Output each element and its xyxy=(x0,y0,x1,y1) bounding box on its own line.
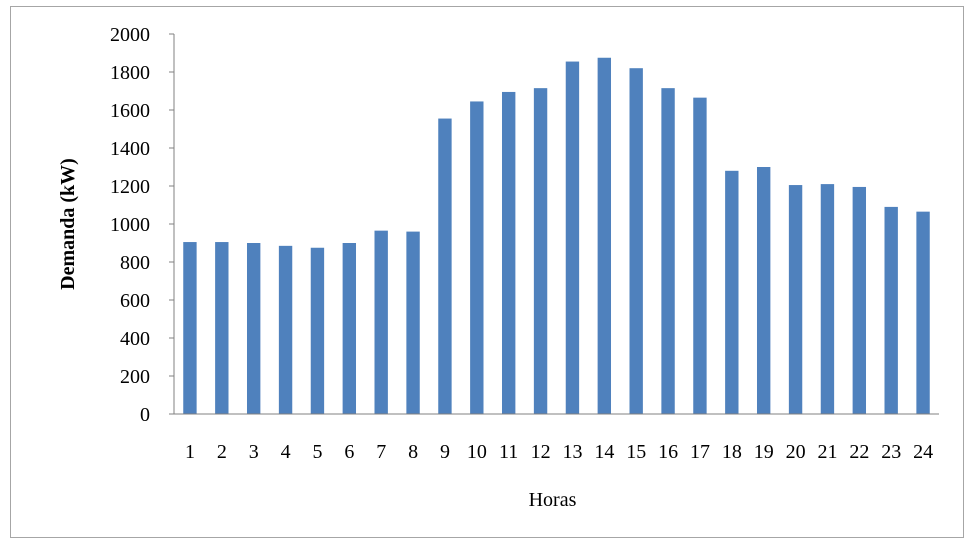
x-tick-label: 21 xyxy=(817,441,837,463)
bar-hour-15 xyxy=(629,68,643,414)
y-tick-label: 600 xyxy=(120,290,150,312)
chart-frame xyxy=(10,6,964,538)
bar-hour-10 xyxy=(470,101,484,414)
x-tick-label: 4 xyxy=(281,441,291,463)
y-tick-label: 2000 xyxy=(110,24,150,46)
x-tick-label: 16 xyxy=(658,441,678,463)
bar-hour-1 xyxy=(183,242,197,414)
y-tick-label: 400 xyxy=(120,328,150,350)
x-tick-label: 22 xyxy=(849,441,869,463)
x-tick-label: 19 xyxy=(754,441,774,463)
x-axis-title: Horas xyxy=(529,489,577,511)
bar-hour-11 xyxy=(501,91,516,414)
x-tick-label: 7 xyxy=(376,441,386,463)
bar-hour-2 xyxy=(215,242,229,414)
bar-hour-7 xyxy=(374,230,388,414)
x-tick-label: 17 xyxy=(690,441,710,463)
y-tick-label: 0 xyxy=(140,404,150,426)
y-axis-ticks: 0 200 400 600 800 1000 1200 1400 1600 1800 2000 xyxy=(110,24,174,426)
x-tick-label: 1 xyxy=(185,441,195,463)
bars xyxy=(183,57,930,415)
bar-hour-5 xyxy=(310,247,325,414)
bar-hour-19 xyxy=(756,167,771,414)
y-tick-label: 1200 xyxy=(110,176,150,198)
y-tick-label: 1600 xyxy=(110,100,150,122)
bar-hour-17 xyxy=(693,97,707,415)
bar-hour-8 xyxy=(406,231,420,414)
x-axis-ticks: 1 2 3 4 5 6 7 8 9 10 11 12 13 14 15 16 17 18 19 20 21 22 23 24 xyxy=(185,441,933,463)
x-tick-label: 13 xyxy=(562,441,582,463)
y-tick-label: 200 xyxy=(120,366,150,388)
x-tick-label: 3 xyxy=(249,441,259,463)
x-tick-label: 24 xyxy=(913,441,933,463)
bar-hour-13 xyxy=(565,61,580,415)
bar-hour-4 xyxy=(278,245,293,414)
y-tick-label: 800 xyxy=(120,252,150,274)
y-tick-label: 1000 xyxy=(110,214,150,236)
bar-hour-22 xyxy=(852,186,867,414)
bar-hour-14 xyxy=(597,57,612,414)
bar-hour-3 xyxy=(246,243,261,414)
bar-hour-6 xyxy=(342,243,357,414)
x-tick-label: 12 xyxy=(531,441,551,463)
x-tick-label: 2 xyxy=(217,441,227,463)
x-tick-label: 10 xyxy=(467,441,487,463)
x-tick-label: 9 xyxy=(440,441,450,463)
x-tick-label: 11 xyxy=(499,441,518,463)
bar-hour-16 xyxy=(661,88,675,415)
bar-hour-23 xyxy=(884,206,898,414)
x-tick-label: 5 xyxy=(312,441,322,463)
bar-hour-21 xyxy=(820,184,835,414)
x-tick-label: 14 xyxy=(594,441,614,463)
y-axis-title: Demanda (kW) xyxy=(57,158,79,290)
x-tick-label: 20 xyxy=(786,441,806,463)
bar-hour-20 xyxy=(788,185,803,414)
bar-hour-18 xyxy=(725,170,739,414)
y-tick-label: 1800 xyxy=(110,62,150,84)
bar-hour-12 xyxy=(533,88,548,415)
x-tick-label: 15 xyxy=(626,441,646,463)
x-tick-label: 6 xyxy=(344,441,354,463)
bar-hour-9 xyxy=(438,118,452,415)
x-tick-label: 18 xyxy=(722,441,742,463)
x-tick-label: 23 xyxy=(881,441,901,463)
x-tick-label: 8 xyxy=(408,441,418,463)
bar-hour-24 xyxy=(916,211,930,414)
y-tick-label: 1400 xyxy=(110,138,150,160)
